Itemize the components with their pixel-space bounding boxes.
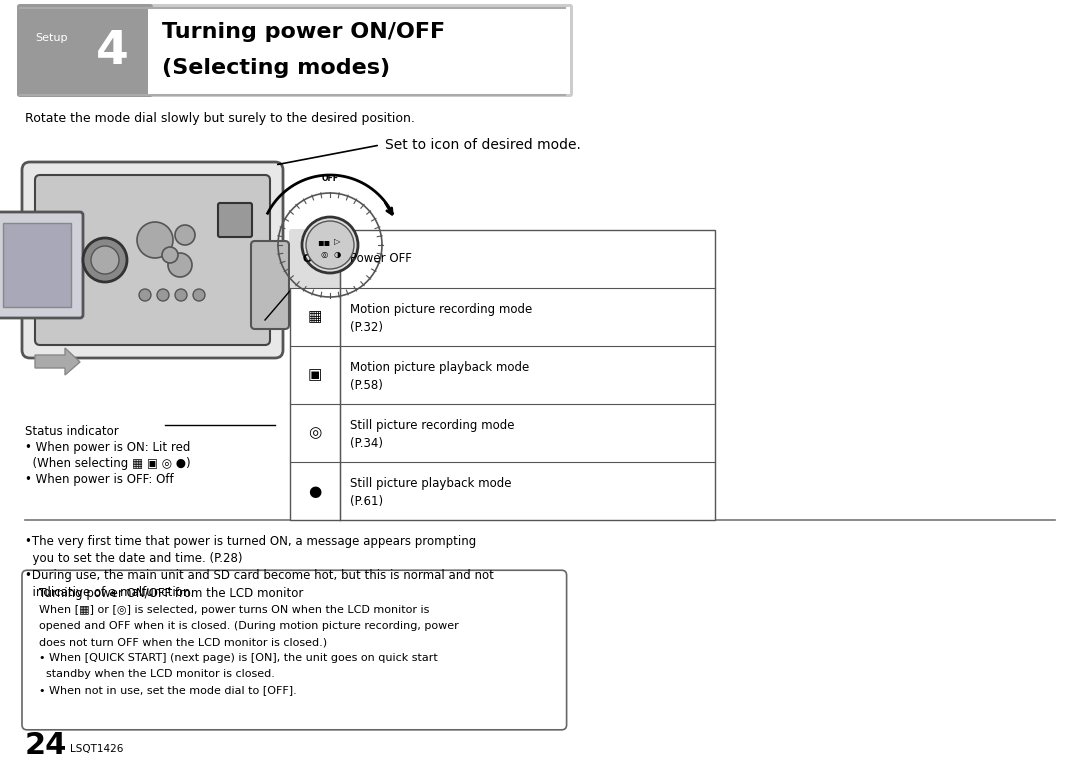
FancyBboxPatch shape <box>17 4 153 97</box>
Text: • When [QUICK START] (next page) is [ON], the unit goes on quick start: • When [QUICK START] (next page) is [ON]… <box>39 653 437 663</box>
Text: (Selecting modes): (Selecting modes) <box>162 58 390 78</box>
Circle shape <box>175 289 187 301</box>
Text: does not turn OFF when the LCD monitor is closed.): does not turn OFF when the LCD monitor i… <box>39 637 327 647</box>
Text: Turning power ON/OFF from the LCD monitor: Turning power ON/OFF from the LCD monito… <box>39 588 303 601</box>
Bar <box>3 223 71 307</box>
Text: •During use, the main unit and SD card become hot, but this is normal and not: •During use, the main unit and SD card b… <box>25 569 494 582</box>
Circle shape <box>157 289 168 301</box>
Text: Motion picture playback mode: Motion picture playback mode <box>350 361 529 374</box>
Circle shape <box>91 246 119 274</box>
Text: Still picture playback mode: Still picture playback mode <box>350 478 512 491</box>
Bar <box>291 230 715 520</box>
Text: Status indicator: Status indicator <box>25 425 119 438</box>
Circle shape <box>193 289 205 301</box>
Text: (P.34): (P.34) <box>350 436 383 449</box>
Text: (P.32): (P.32) <box>350 321 383 334</box>
Circle shape <box>162 247 178 263</box>
Circle shape <box>175 225 195 245</box>
Text: ◎: ◎ <box>321 251 327 259</box>
Text: • When power is ON: Lit red: • When power is ON: Lit red <box>25 441 190 454</box>
Text: Setup: Setup <box>36 33 68 43</box>
Text: 4: 4 <box>95 28 129 74</box>
Text: (When selecting ▦ ▣ ◎ ●): (When selecting ▦ ▣ ◎ ●) <box>25 457 191 470</box>
Text: OFF: OFF <box>302 254 327 264</box>
Text: LSQT1426: LSQT1426 <box>70 744 123 754</box>
FancyBboxPatch shape <box>22 162 283 358</box>
Text: opened and OFF when it is closed. (During motion picture recording, power: opened and OFF when it is closed. (Durin… <box>39 621 459 631</box>
Text: Still picture recording mode: Still picture recording mode <box>350 420 514 433</box>
Bar <box>148 7 570 94</box>
Text: Motion picture recording mode: Motion picture recording mode <box>350 304 532 317</box>
Circle shape <box>168 253 192 277</box>
Text: Power OFF: Power OFF <box>350 252 411 265</box>
Text: Turning power ON/OFF: Turning power ON/OFF <box>162 22 445 42</box>
Text: ▪▪: ▪▪ <box>318 237 330 247</box>
Bar <box>291 230 340 288</box>
Text: Rotate the mode dial slowly but surely to the desired position.: Rotate the mode dial slowly but surely t… <box>25 112 415 125</box>
Text: • When power is OFF: Off: • When power is OFF: Off <box>25 473 174 486</box>
Text: indicative of a malfunction.: indicative of a malfunction. <box>25 586 194 599</box>
FancyBboxPatch shape <box>218 203 252 237</box>
Text: standby when the LCD monitor is closed.: standby when the LCD monitor is closed. <box>39 670 275 680</box>
Text: ▦: ▦ <box>308 310 322 324</box>
Text: (P.61): (P.61) <box>350 495 383 508</box>
Text: 24: 24 <box>25 730 67 759</box>
Circle shape <box>139 289 151 301</box>
Circle shape <box>306 221 354 269</box>
FancyBboxPatch shape <box>17 4 573 97</box>
FancyBboxPatch shape <box>35 175 270 345</box>
Text: Set to icon of desired mode.: Set to icon of desired mode. <box>384 138 581 152</box>
Text: ◎: ◎ <box>309 426 322 440</box>
Circle shape <box>302 217 357 273</box>
Text: ●: ● <box>309 483 322 499</box>
Circle shape <box>137 222 173 258</box>
FancyBboxPatch shape <box>0 212 83 318</box>
Circle shape <box>83 238 127 282</box>
FancyBboxPatch shape <box>22 570 567 730</box>
Polygon shape <box>35 348 80 375</box>
Text: When [▦] or [◎] is selected, power turns ON when the LCD monitor is: When [▦] or [◎] is selected, power turns… <box>39 605 430 615</box>
Text: (P.58): (P.58) <box>350 378 383 391</box>
Text: •The very first time that power is turned ON, a message appears prompting: •The very first time that power is turne… <box>25 535 476 548</box>
Text: OFF: OFF <box>322 174 338 183</box>
Text: ▷: ▷ <box>334 238 340 246</box>
Text: • When not in use, set the mode dial to [OFF].: • When not in use, set the mode dial to … <box>39 685 297 695</box>
FancyBboxPatch shape <box>251 241 289 329</box>
Text: ◑: ◑ <box>334 251 340 259</box>
Text: you to set the date and time. (P.28): you to set the date and time. (P.28) <box>25 552 243 565</box>
Circle shape <box>83 238 127 282</box>
Text: ▣: ▣ <box>308 367 322 383</box>
